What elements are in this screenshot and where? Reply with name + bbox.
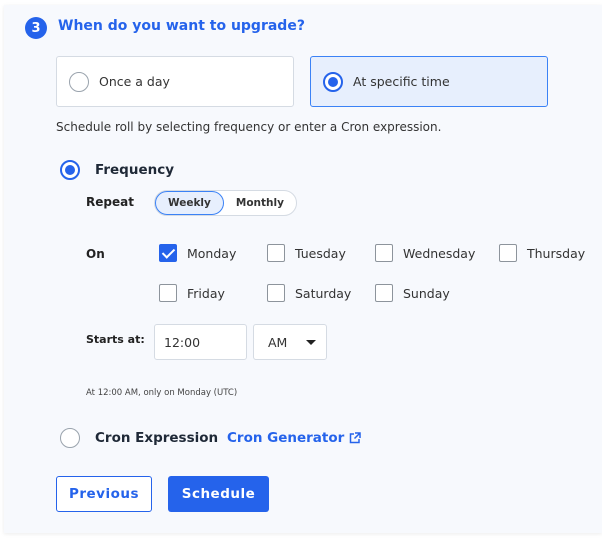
repeat-label: Repeat (86, 195, 134, 209)
repeat-weekly-button[interactable]: Weekly (155, 191, 224, 215)
checkbox-icon (267, 284, 285, 302)
day-label: Wednesday (403, 245, 476, 261)
external-link-icon (350, 432, 362, 444)
option-at-specific-time[interactable]: At specific time (310, 56, 548, 107)
checkbox-saturday[interactable]: Saturday (267, 284, 351, 302)
checkbox-wednesday[interactable]: Wednesday (375, 244, 475, 262)
cron-label: Cron Expression (95, 430, 219, 446)
radio-icon (69, 71, 89, 92)
cron-expression-radio[interactable]: Cron Expression (60, 428, 218, 448)
day-label: Tuesday (295, 245, 346, 261)
schedule-button[interactable]: Schedule (168, 476, 269, 512)
option-label: At specific time (353, 74, 450, 89)
frequency-label: Frequency (95, 162, 175, 178)
checkbox-friday[interactable]: Friday (159, 284, 225, 302)
day-label: Friday (187, 285, 225, 301)
schedule-description: Schedule roll by selecting frequency or … (56, 120, 442, 134)
cron-generator-link[interactable]: Cron Generator (227, 430, 362, 446)
ampm-value: AM (268, 334, 288, 350)
time-input[interactable]: 12:00 (154, 324, 247, 360)
ampm-select[interactable]: AM (253, 324, 327, 360)
checkbox-monday[interactable]: Monday (159, 244, 236, 262)
day-label: Saturday (295, 285, 352, 301)
option-label: Once a day (99, 74, 170, 89)
checkbox-sunday[interactable]: Sunday (375, 284, 450, 302)
previous-button[interactable]: Previous (56, 476, 152, 512)
repeat-monthly-button[interactable]: Monthly (235, 197, 284, 209)
caret-down-icon (306, 340, 316, 345)
on-label: On (86, 247, 105, 261)
starts-at-label: Starts at: (86, 333, 145, 346)
checkbox-icon (267, 244, 285, 262)
checkbox-thursday[interactable]: Thursday (499, 244, 585, 262)
checkbox-icon (159, 284, 177, 302)
radio-selected-icon (323, 71, 343, 92)
cron-generator-label: Cron Generator (227, 430, 345, 446)
schedule-summary: At 12:00 AM, only on Monday (UTC) (86, 388, 238, 398)
day-label: Monday (187, 245, 237, 261)
repeat-toggle: Weekly Monthly (154, 190, 297, 216)
radio-icon (60, 428, 80, 448)
checkbox-icon (499, 244, 517, 262)
day-label: Sunday (403, 285, 450, 301)
section-title: When do you want to upgrade? (58, 18, 305, 34)
day-label: Thursday (527, 245, 586, 261)
checkbox-icon (375, 244, 393, 262)
frequency-radio[interactable]: Frequency (60, 160, 174, 180)
option-once-a-day[interactable]: Once a day (56, 56, 294, 107)
checkbox-icon (375, 284, 393, 302)
step-number-badge: 3 (25, 17, 47, 39)
checkbox-checked-icon (159, 244, 177, 262)
checkbox-tuesday[interactable]: Tuesday (267, 244, 346, 262)
radio-selected-icon (60, 160, 80, 180)
